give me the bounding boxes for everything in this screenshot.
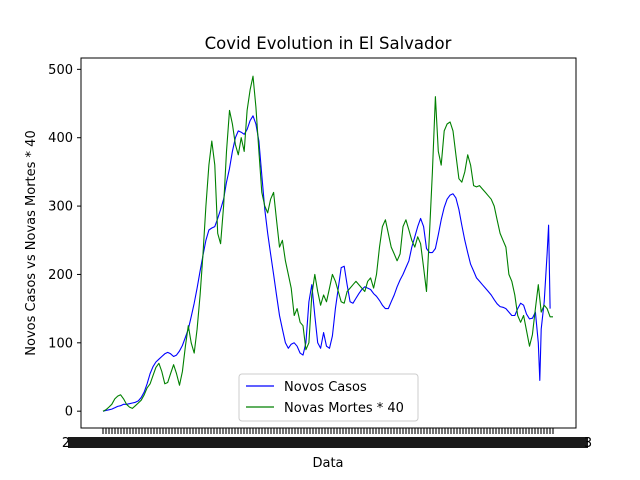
chart-title: Covid Evolution in El Salvador [205,34,452,53]
x-axis-label: Data [312,456,343,471]
legend-box [238,373,419,422]
y-axis-label: Novos Casos vs Novas Mortes * 40 [24,130,39,355]
series-layer [102,75,553,412]
x-tick-label-right: 3 [584,436,592,451]
x-tick-labels-overlap [68,437,588,448]
y-tick-label: 300 [48,200,73,215]
y-tick-label: 0 [65,405,73,420]
legend-label-novos-casos: Novos Casos [284,380,367,395]
y-tick-label: 400 [48,131,73,146]
legend-label-novas-mortes: Novas Mortes * 40 [284,401,404,416]
y-tick-label: 100 [48,336,73,351]
y-tick-label: 200 [48,268,73,283]
x-tick-label-left: 2 [62,436,70,451]
y-tick-label: 500 [48,63,73,78]
x-axis-ticks [68,428,588,448]
series-line-1 [102,75,553,412]
legend: Novos Casos Novas Mortes * 40 [238,373,419,422]
series-line-0 [102,115,551,412]
y-axis-ticks: 0 100 200 300 400 500 [48,63,81,420]
